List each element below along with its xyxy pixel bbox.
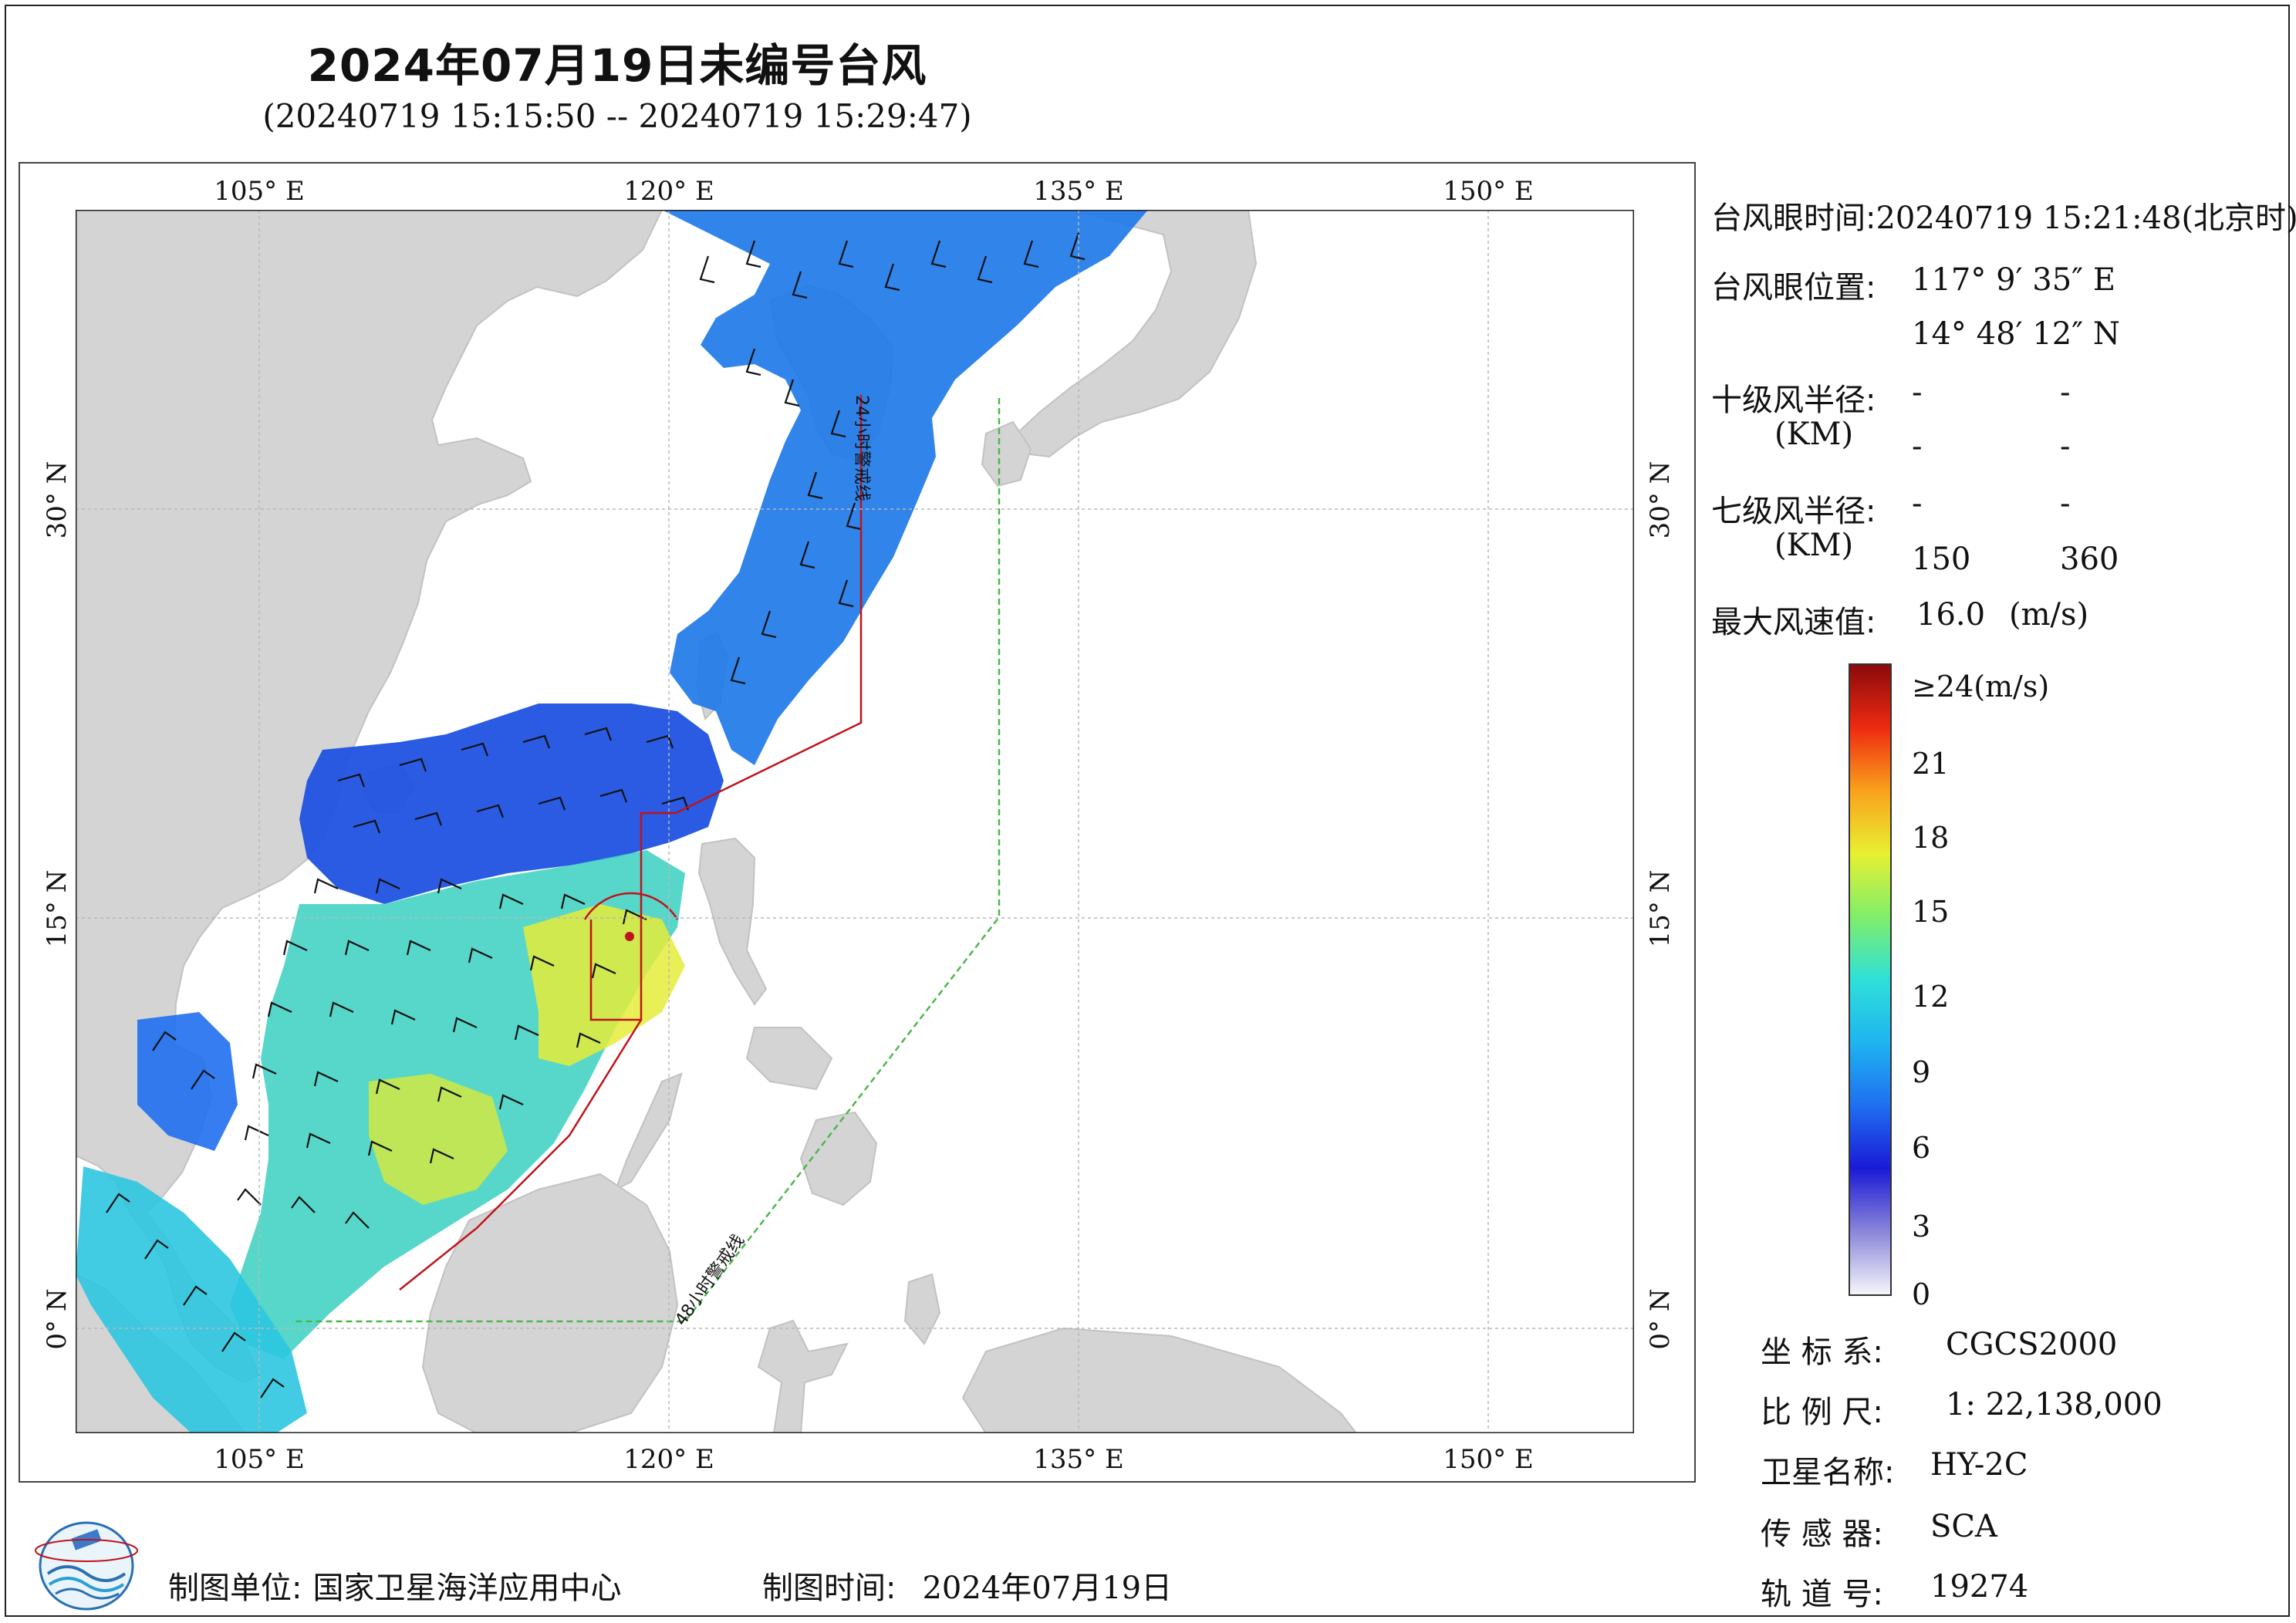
r10-value-se: -: [2060, 375, 2071, 410]
land-mindanao: [799, 1111, 878, 1206]
lat-tick-left-0: 0° N: [42, 1288, 73, 1350]
lon-tick-bottom-105: 105° E: [214, 1444, 305, 1475]
wind-speed-colorbar: [1849, 663, 1892, 1296]
swath-east-china-sea: [662, 210, 1148, 765]
nsoas-logo: [35, 1521, 138, 1611]
eye-position-label: 台风眼位置:: [1711, 270, 1876, 305]
lat-tick-left-15: 15° N: [42, 869, 73, 948]
lon-tick-top-120: 120° E: [623, 176, 714, 207]
scale-label: 比 例 尺:: [1761, 1395, 1883, 1430]
warning-line-24h-label: 24小时警戒线: [852, 395, 871, 501]
org-label: 制图单位:: [168, 1571, 302, 1606]
r7-value-nw: 360: [2060, 542, 2119, 577]
lon-tick-top-150: 150° E: [1443, 176, 1534, 207]
colorbar-label-18: 18: [1912, 821, 1950, 855]
colorbar-label-21: 21: [1912, 747, 1950, 781]
land-new-guinea: [961, 1327, 1358, 1433]
swath-gulf-thailand: [137, 1012, 238, 1151]
r10-value-nw: -: [2060, 429, 2071, 464]
land-luzon: [697, 837, 768, 1006]
colorbar-label-12: 12: [1912, 980, 1950, 1014]
r10-unit: (KM): [1774, 417, 1854, 452]
max-wind-value: 16.0: [1916, 597, 1986, 633]
wind-swath-layer: [76, 210, 1148, 1433]
orbit-value: 19274: [1930, 1569, 2029, 1604]
lat-tick-right-0: 0° N: [1645, 1288, 1676, 1350]
land-japan: [1015, 210, 1258, 458]
satellite-value: HY-2C: [1930, 1447, 2028, 1483]
date-label: 制图时间:: [762, 1571, 896, 1606]
land-halmahera: [903, 1273, 941, 1345]
lon-tick-bottom-150: 150° E: [1443, 1444, 1534, 1475]
r7-value-sw: 150: [1912, 542, 1971, 577]
colorbar-label-3: 3: [1912, 1210, 1931, 1243]
r7-unit: (KM): [1774, 528, 1854, 563]
eye-lon-value: 117° 9′ 35″ E: [1912, 262, 2116, 298]
crs-value: CGCS2000: [1946, 1327, 2118, 1362]
land-sulawesi: [757, 1319, 849, 1433]
date-row: 制图时间: 2024年07月19日: [762, 1563, 1172, 1608]
warning-line-48h: [292, 398, 1001, 1323]
eye-lat-value: 14° 48′ 12″ N: [1912, 316, 2120, 352]
lat-tick-right-30: 30° N: [1645, 461, 1676, 539]
warning-line-24h-south: [399, 1019, 643, 1291]
land-kyushu: [981, 420, 1032, 488]
eye-time-row: 台风眼时间:20240719 15:21:48(北京时): [1711, 193, 2296, 238]
swath-malacca: [76, 1166, 307, 1433]
wind-field-map: 24小时警戒线 48小时警戒线: [76, 210, 1634, 1433]
typhoon-eye-marker: [625, 932, 634, 941]
sensor-label: 传 感 器:: [1761, 1517, 1883, 1552]
wind-barbs: [106, 232, 1086, 1399]
date-value: 2024年07月19日: [922, 1571, 1173, 1606]
sensor-value: SCA: [1930, 1509, 1997, 1544]
colorbar-label-24: ≥24(m/s): [1912, 670, 2050, 704]
crs-label: 坐 标 系:: [1761, 1335, 1883, 1370]
land-visayas: [745, 1027, 833, 1091]
r7-value-se: -: [2060, 486, 2071, 521]
lat-tick-left-30: 30° N: [42, 461, 73, 539]
r10-label: 十级风半径:: [1711, 383, 1876, 418]
colorbar-label-9: 9: [1912, 1055, 1931, 1089]
eye-time-value: 20240719 15:21:48(北京时): [1876, 201, 2296, 236]
lon-tick-top-135: 135° E: [1033, 176, 1124, 207]
warning-line-24h: [589, 395, 863, 1021]
graticule: [76, 210, 1634, 1433]
land-borneo: [421, 1173, 679, 1433]
r10-value-sw: -: [1912, 429, 1923, 464]
lon-tick-bottom-135: 135° E: [1033, 1444, 1124, 1475]
colorbar-label-0: 0: [1912, 1277, 1931, 1311]
eye-time-label: 台风眼时间:: [1711, 201, 1876, 236]
colorbar-label-6: 6: [1912, 1131, 1931, 1165]
swath-scs-north: [299, 704, 724, 904]
r7-value-ne: -: [1912, 486, 1923, 521]
r7-label: 七级风半径:: [1711, 494, 1876, 529]
org-row: 制图单位: 国家卫星海洋应用中心: [168, 1563, 621, 1608]
swath-southern-gale: [369, 1074, 508, 1205]
org-value: 国家卫星海洋应用中心: [312, 1571, 622, 1606]
page-subtitle: (20240719 15:15:50 -- 20240719 15:29:47): [262, 97, 972, 135]
lat-tick-right-15: 15° N: [1645, 869, 1676, 948]
orbit-label: 轨 道 号:: [1761, 1577, 1883, 1612]
page-title: 2024年07月19日未编号台风: [307, 39, 927, 92]
satellite-label: 卫星名称:: [1761, 1455, 1895, 1490]
colorbar-label-15: 15: [1912, 895, 1950, 929]
outer-frame: [5, 5, 2290, 1617]
max-wind-unit: (m/s): [2009, 597, 2089, 633]
scale-value: 1: 22,138,000: [1946, 1387, 2163, 1422]
r10-value-ne: -: [1912, 375, 1923, 410]
lon-tick-top-105: 105° E: [214, 176, 305, 207]
land-palawan: [614, 1072, 683, 1192]
wind-radius-arc: [583, 892, 679, 920]
max-wind-label: 最大风速值:: [1711, 605, 1876, 640]
swath-typhoon-core: [523, 904, 685, 1066]
lon-tick-bottom-120: 120° E: [623, 1444, 714, 1475]
